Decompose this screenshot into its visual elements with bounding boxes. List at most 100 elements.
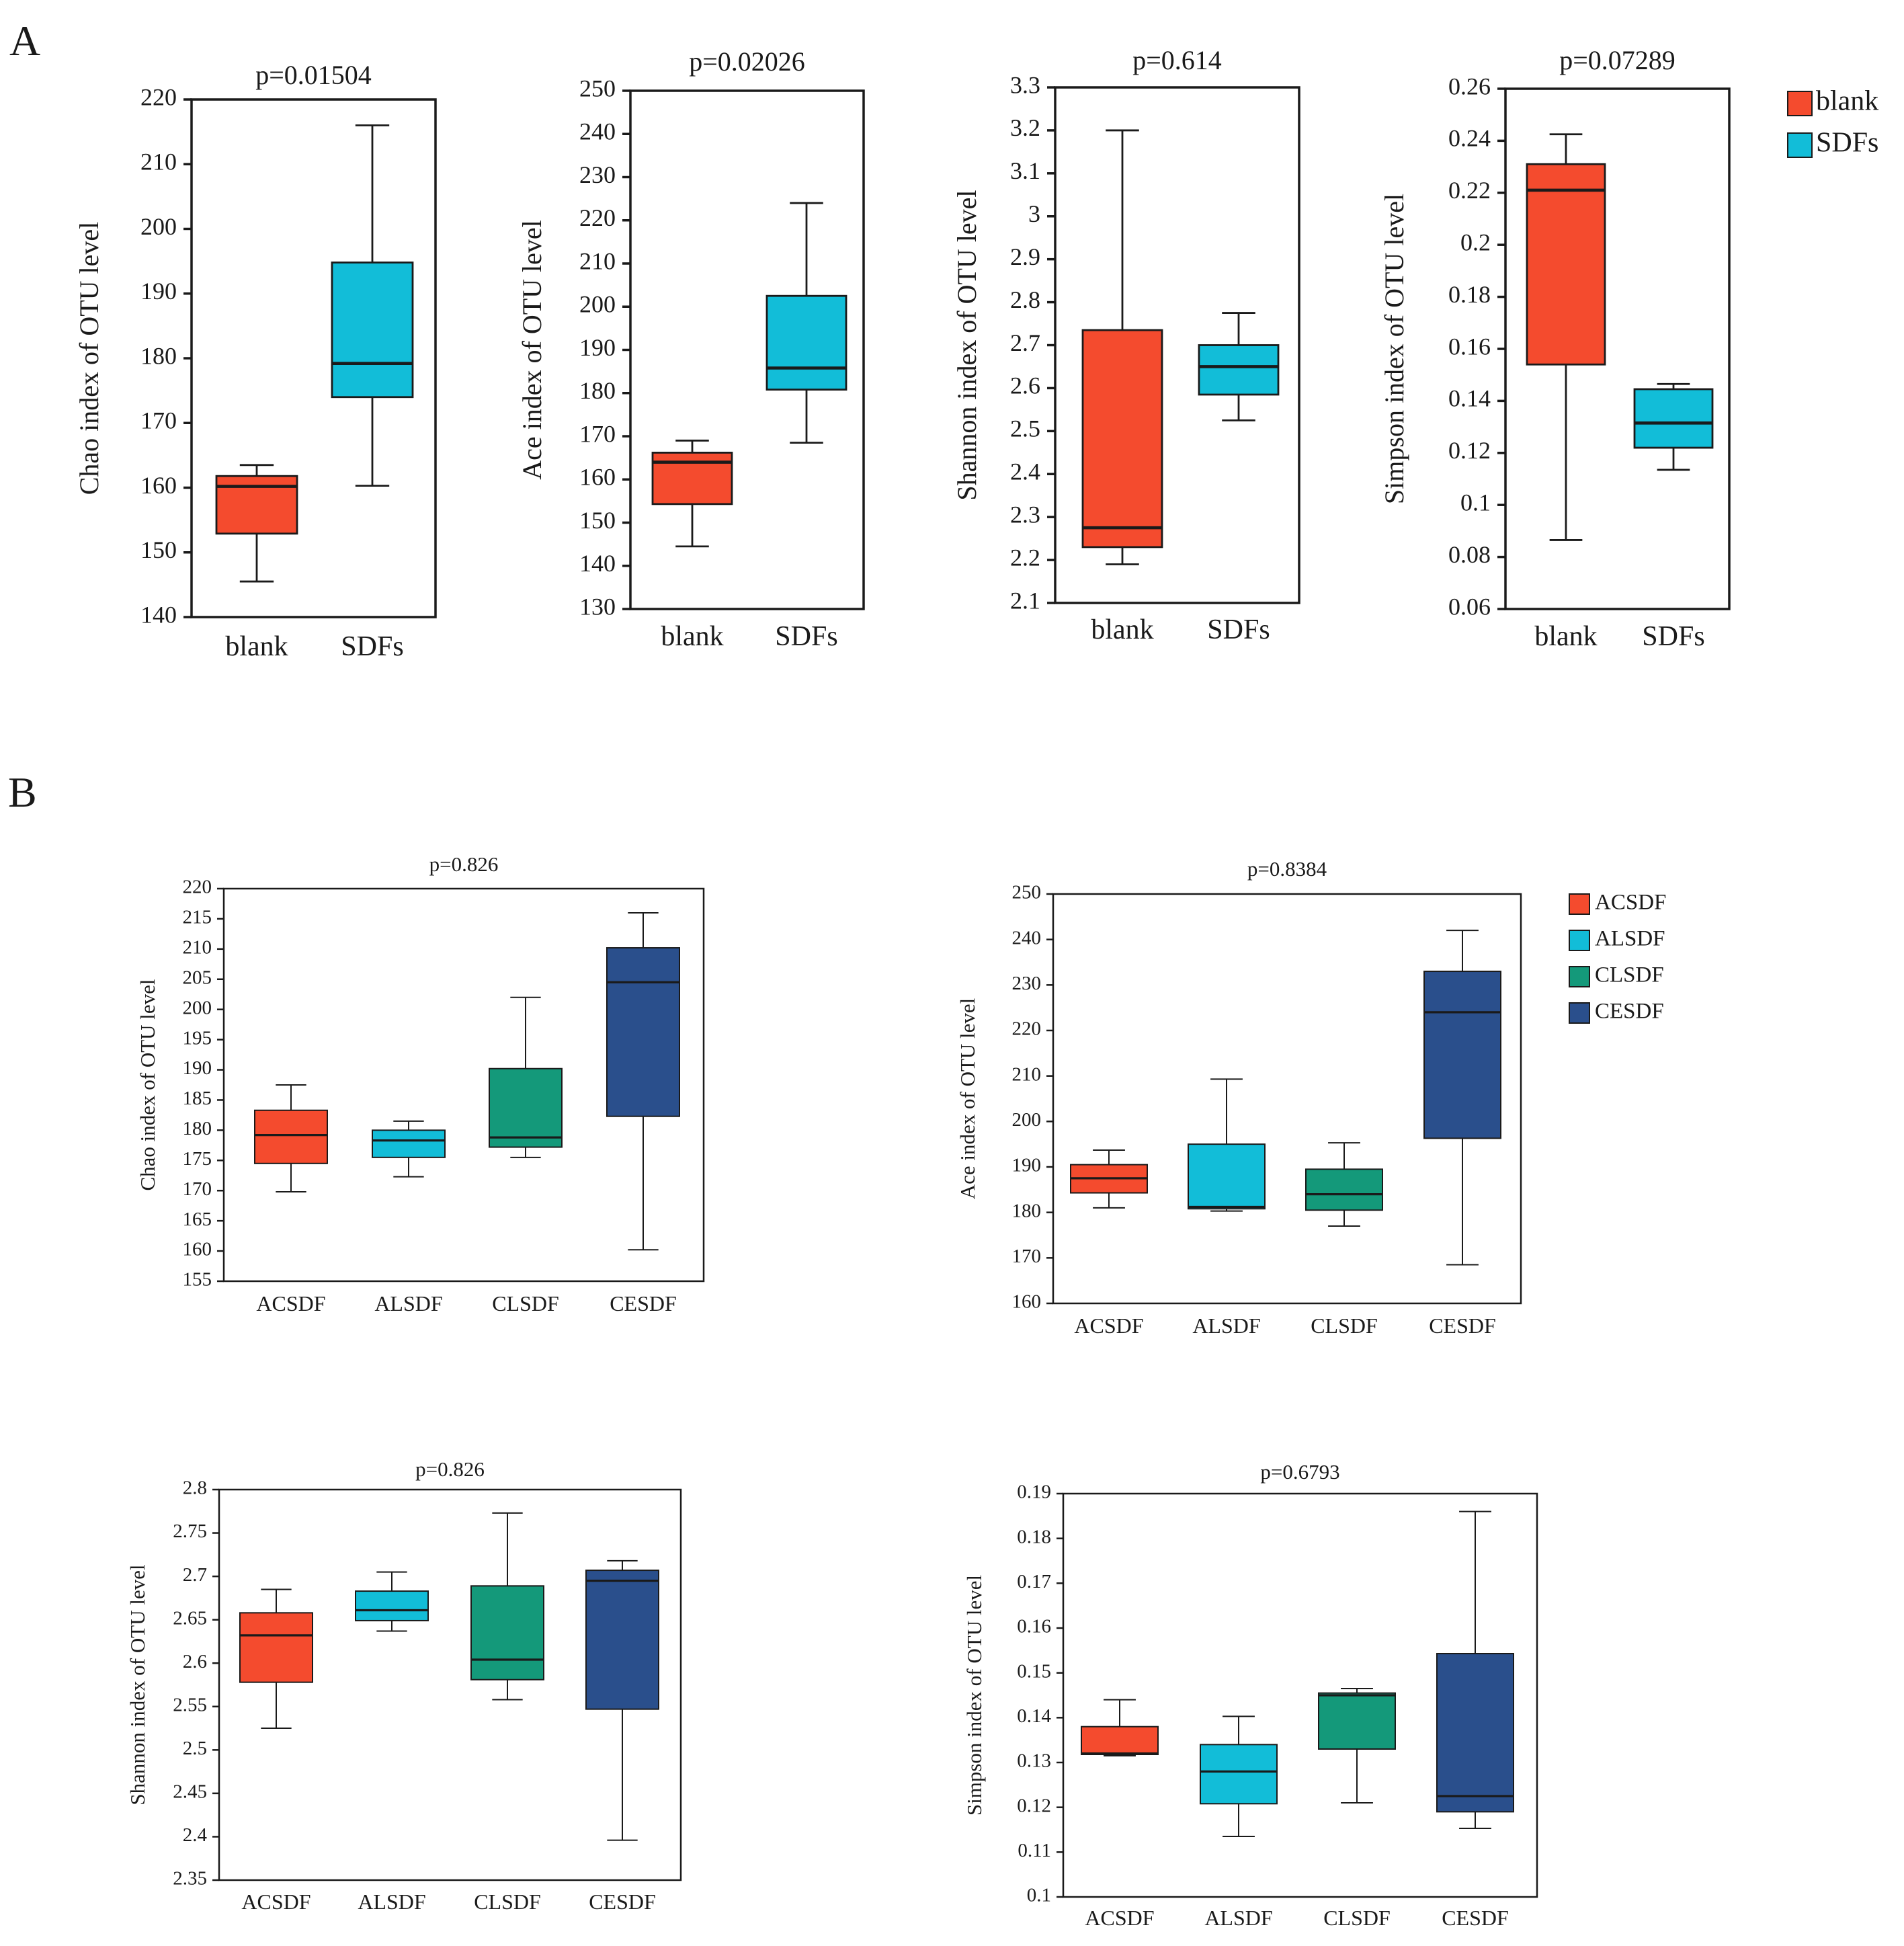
box-cesdf — [1436, 1510, 1514, 1829]
box-cesdf — [585, 1559, 659, 1841]
chart-2: p=0.02026 130 140 150 160 170 180 190 200 210 220 2… — [517, 46, 865, 652]
box-clsdf — [470, 1512, 544, 1701]
y-tick-label: 190 — [183, 1057, 212, 1079]
y-tick-label: 2.45 — [173, 1781, 207, 1803]
box-alsdf — [372, 1120, 446, 1178]
chart-title: p=0.02026 — [689, 46, 805, 77]
y-tick-label: 0.14 — [1017, 1705, 1051, 1727]
chart-title: p=0.614 — [1132, 45, 1222, 75]
category-label: SDFs — [1207, 614, 1270, 645]
box-body — [1633, 388, 1714, 449]
legend-label-blank: blank — [1816, 86, 1878, 117]
y-tick-label: 0.14 — [1448, 385, 1491, 412]
box-alsdf — [1200, 1715, 1278, 1837]
y-axis-label: Shannon index of OTU level — [126, 1564, 149, 1805]
box-body — [606, 947, 680, 1117]
y-tick-label: 2.55 — [173, 1694, 207, 1715]
box-clsdf — [489, 996, 563, 1158]
y-tick-label: 150 — [140, 536, 177, 563]
y-tick-label: 240 — [579, 118, 616, 145]
legend-swatch-acsdf — [1569, 893, 1590, 915]
y-tick-label: 180 — [140, 342, 177, 369]
box-blank — [1526, 133, 1606, 541]
y-tick-label: 220 — [140, 83, 177, 110]
category-label: blank — [1091, 614, 1153, 645]
legend-label-clsdf: CLSDF — [1595, 963, 1664, 987]
y-tick-label: 220 — [1012, 1018, 1042, 1040]
y-tick-label: 0.15 — [1017, 1660, 1051, 1682]
chart-1: p=0.01504 140 150 160 170 180 190 200 210 220 Chao… — [74, 60, 437, 662]
chart-3: p=0.614 2.1 2.2 2.3 2.4 2.5 2.6 2.7 2.8 2.9 3 3.1 3.… — [952, 45, 1300, 645]
y-tick-label: 3 — [1028, 200, 1040, 227]
y-tick-label: 130 — [579, 593, 616, 620]
y-tick-label: 155 — [183, 1269, 212, 1291]
box-body — [765, 294, 847, 391]
legend-b: ACSDF ALSDF CLSDF CESDF — [1569, 891, 1666, 1024]
y-tick-label: 170 — [1012, 1246, 1042, 1267]
y-tick-label: 220 — [579, 204, 616, 231]
category-label: CESDF — [610, 1291, 677, 1315]
category-label: ACSDF — [1074, 1313, 1143, 1338]
y-tick-label: 2.75 — [173, 1521, 207, 1542]
box-clsdf — [1305, 1142, 1383, 1227]
box-body — [372, 1129, 446, 1158]
y-tick-label: 3.1 — [1010, 157, 1040, 184]
y-tick-label: 250 — [1012, 882, 1042, 903]
y-tick-label: 2.5 — [183, 1738, 207, 1759]
y-tick-label: 170 — [140, 407, 177, 434]
box-body — [1436, 1653, 1514, 1813]
panel-label-a: A — [9, 17, 40, 65]
box-body — [585, 1570, 659, 1710]
y-tick-label: 210 — [579, 247, 616, 274]
category-label: SDFs — [341, 631, 403, 662]
legend-label-alsdf: ALSDF — [1595, 927, 1665, 951]
y-tick-label: 0.12 — [1017, 1795, 1051, 1816]
chart-title: p=0.826 — [429, 852, 499, 876]
box-alsdf — [355, 1571, 429, 1632]
y-tick-label: 2.35 — [173, 1868, 207, 1890]
y-tick-label: 175 — [183, 1148, 212, 1170]
chart-5: p=0.826 155 160 165 170 175 180 185 190 195 200 205… — [136, 852, 705, 1315]
chart-4: p=0.07289 0.06 0.08 0.1 0.12 0.14 0.16 0.18 0.2 0… — [1379, 45, 1731, 652]
y-axis-label: Simpson index of OTU level — [962, 1575, 986, 1816]
y-tick-label: 190 — [579, 334, 616, 361]
legend-label-cesdf: CESDF — [1595, 1000, 1664, 1024]
y-tick-label: 0.2 — [1460, 229, 1491, 255]
y-tick-label: 200 — [140, 213, 177, 240]
y-tick-label: 0.18 — [1448, 281, 1491, 308]
y-tick-label: 205 — [183, 967, 212, 988]
chart-title: p=0.01504 — [255, 60, 372, 90]
legend-label-sdfs: SDFs — [1816, 128, 1878, 159]
box-body — [1423, 971, 1501, 1139]
y-tick-label: 250 — [579, 75, 616, 102]
plot-frame — [1052, 893, 1522, 1305]
box-sdfs — [331, 124, 414, 487]
box-body — [1526, 163, 1606, 366]
y-tick-label: 185 — [183, 1088, 212, 1109]
legend-label-acsdf: ACSDF — [1595, 891, 1666, 915]
box-blank — [215, 464, 298, 583]
y-tick-label: 0.26 — [1448, 73, 1491, 99]
chart-7: p=0.826 2.35 2.4 2.45 2.5 2.55 2.6 2.65 2.7 2.75 2… — [126, 1457, 682, 1914]
legend-swatch-alsdf — [1569, 930, 1590, 951]
category-label: blank — [225, 631, 288, 662]
legend-swatch-sdfs — [1787, 132, 1813, 158]
box-body — [1305, 1168, 1383, 1211]
y-tick-label: 0.06 — [1448, 593, 1491, 620]
y-tick-label: 2.7 — [183, 1564, 207, 1586]
box-body — [651, 452, 733, 505]
y-tick-label: 160 — [1012, 1291, 1042, 1313]
y-tick-label: 210 — [183, 937, 212, 959]
y-tick-label: 2.8 — [1010, 286, 1040, 313]
y-tick-label: 180 — [1012, 1200, 1042, 1221]
y-tick-label: 0.19 — [1017, 1482, 1051, 1503]
y-tick-label: 0.1 — [1460, 489, 1491, 516]
y-tick-label: 210 — [140, 149, 177, 175]
category-label: ALSDF — [1192, 1313, 1260, 1338]
box-body — [1081, 329, 1163, 549]
plot-frame — [1062, 1492, 1538, 1898]
y-tick-label: 230 — [579, 161, 616, 188]
box-body — [215, 475, 298, 535]
y-axis-label: Simpson index of OTU level — [1379, 194, 1409, 504]
